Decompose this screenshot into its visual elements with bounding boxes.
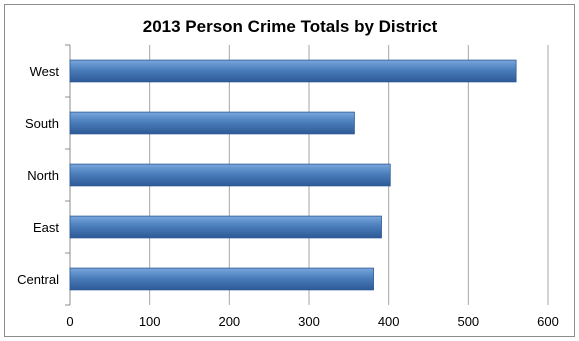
axes (65, 44, 71, 306)
y-tick-label-north: North (27, 168, 59, 183)
x-tick-label-600: 600 (537, 314, 559, 329)
bar-north (69, 163, 391, 187)
bar-west (69, 59, 517, 83)
y-tick-label-central: Central (17, 272, 59, 287)
chart-frame: 2013 Person Crime Totals by District 0 10… (4, 4, 575, 337)
bar-south (69, 111, 355, 135)
y-tick-label-south: South (25, 116, 59, 131)
y-tick-label-east: East (33, 220, 59, 235)
bar-central (69, 267, 374, 291)
x-tick-label-200: 200 (218, 314, 240, 329)
tick-labels: 0 100 200 300 400 500 600 Central East North South… (17, 64, 559, 329)
x-tick-label-500: 500 (457, 314, 479, 329)
bar-chart: 2013 Person Crime Totals by District 0 10… (17, 17, 559, 329)
bar-east (69, 215, 382, 239)
x-tick-label-0: 0 (66, 314, 73, 329)
y-tick-label-west: West (30, 64, 60, 79)
x-tick-label-100: 100 (139, 314, 161, 329)
x-tick-label-400: 400 (378, 314, 400, 329)
bars (69, 59, 517, 291)
chart-title: 2013 Person Crime Totals by District (143, 17, 438, 36)
x-tick-label-300: 300 (298, 314, 320, 329)
